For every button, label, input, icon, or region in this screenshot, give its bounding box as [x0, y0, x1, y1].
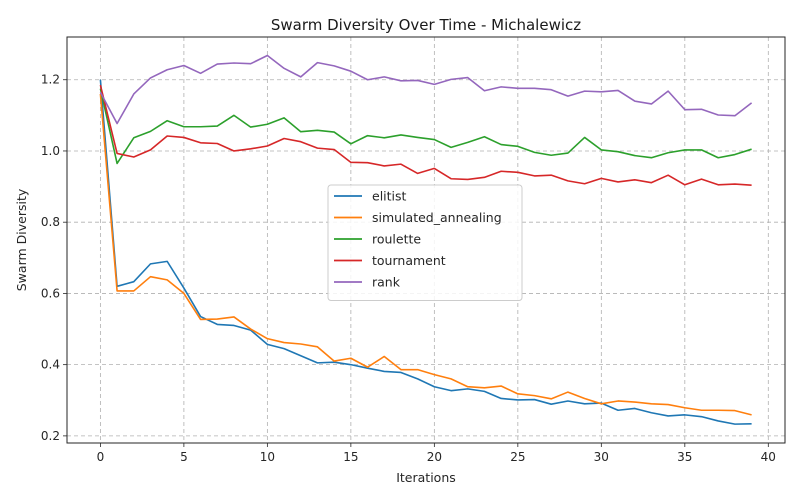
y-axis: 0.2 0.4 0.6 0.8 1.0 1.2 [41, 73, 67, 443]
plot-frame [66, 36, 786, 444]
series-line-rank [99, 54, 753, 125]
legend: elitist simulated_annealing roulette tourna… [327, 184, 523, 301]
x-tick-label: 35 [677, 450, 692, 464]
legend-label: roulette [372, 232, 421, 247]
y-tick-label: 1.2 [41, 73, 60, 87]
legend-label: simulated_annealing [372, 210, 502, 225]
x-tick-label: 30 [594, 450, 609, 464]
series-line-roulette [99, 88, 752, 165]
x-tick-label: 10 [260, 450, 275, 464]
series-line-elitist [99, 79, 752, 425]
y-tick-label: 0.6 [41, 286, 60, 300]
series-line-tournament [99, 84, 752, 186]
x-tick-label: 25 [510, 450, 525, 464]
series-line-simulated-annealing [99, 93, 752, 416]
legend-label: elitist [372, 189, 407, 204]
legend-label: rank [372, 275, 401, 290]
x-tick-label: 5 [180, 450, 188, 464]
x-tick-label: 40 [761, 450, 776, 464]
x-axis-label: Iterations [396, 470, 456, 485]
legend-box [327, 184, 523, 301]
y-tick-label: 0.8 [41, 215, 60, 229]
y-axis-label: Swarm Diversity [14, 188, 29, 291]
series-layer [99, 54, 753, 425]
x-tick-label: 0 [97, 450, 105, 464]
legend-label: tournament [372, 253, 446, 268]
x-tick-label: 15 [343, 450, 358, 464]
y-tick-label: 0.2 [41, 429, 60, 443]
y-tick-label: 1.0 [41, 144, 60, 158]
x-axis: 0 5 10 15 20 25 30 35 40 [97, 443, 776, 464]
x-tick-label: 20 [427, 450, 442, 464]
chart-title: Swarm Diversity Over Time - Michalewicz [271, 16, 581, 34]
y-tick-label: 0.4 [41, 358, 60, 372]
